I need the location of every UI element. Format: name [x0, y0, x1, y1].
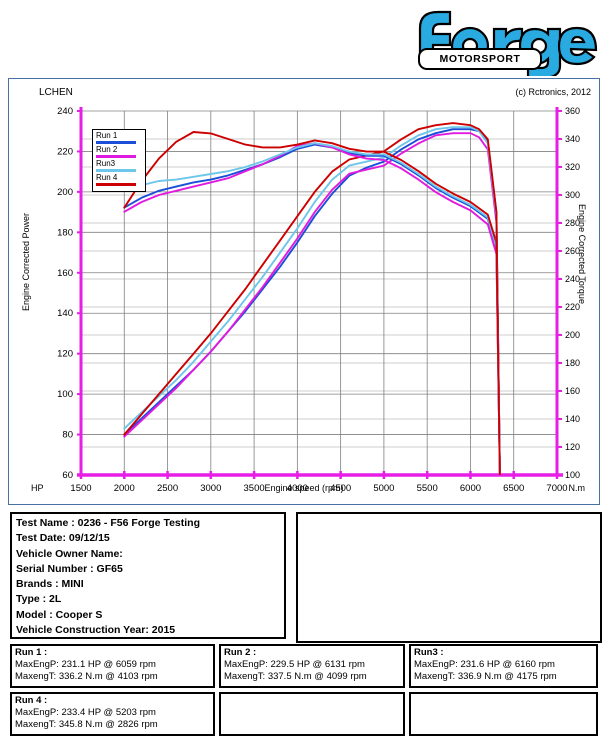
y-tick-label-left: 120 — [57, 349, 73, 360]
run-title: Run 2 : — [224, 647, 257, 658]
test-info-box: Test Name : 0236 - F56 Forge Testing Test… — [10, 512, 286, 639]
y-tick-label-right: 260 — [565, 246, 580, 256]
run-max-torque: MaxengT: 336.9 N.m @ 4175 rpm — [414, 671, 557, 682]
x-tick-label: 2500 — [157, 483, 178, 494]
legend-color-swatch — [96, 183, 136, 186]
plot-canvas: 60 80 100 120 140 160 180 200 220 240 100 120 140 160… — [57, 106, 580, 494]
x-tick-label: 6500 — [503, 483, 524, 494]
notes-box-empty — [296, 512, 602, 643]
run-title: Run 1 : — [15, 647, 48, 658]
y-tick-label-right: 240 — [565, 274, 580, 284]
test-info-line-6: Type : 2L — [16, 593, 62, 606]
y-axis-right-title: Engine Corrected Torque — [577, 204, 587, 304]
forge-motorsport-logo: MOTORSPORT — [400, 2, 600, 76]
x-tick-label: 4000 — [287, 483, 308, 494]
y-tick-label-left: 200 — [57, 187, 73, 198]
y-tick-label-right: 280 — [565, 218, 580, 228]
run-title: Run3 : — [414, 647, 444, 658]
test-info-line-3: Vehicle Owner Name: — [16, 547, 123, 560]
y-tick-label-left: 60 — [62, 470, 73, 481]
series-torque-cutoff-4 — [495, 242, 501, 476]
legend-item-2[interactable]: Run 2 — [96, 146, 142, 158]
test-info-line-2: Test Date: 09/12/15 — [16, 532, 110, 545]
y-tick-label-right: 340 — [565, 134, 580, 144]
y-tick-label-right: 140 — [565, 414, 580, 424]
run-max-torque: MaxengT: 336.2 N.m @ 4103 rpm — [15, 671, 158, 682]
x-tick-label: 7000 — [546, 483, 567, 494]
legend-label: Run 1 — [96, 131, 118, 140]
legend-label: Run 2 — [96, 145, 118, 154]
page-header: MOTORSPORT — [0, 0, 606, 78]
hp-unit-label: HP — [31, 483, 44, 493]
y-tick-label-left: 220 — [57, 146, 73, 157]
x-tick-label: 1500 — [70, 483, 91, 494]
series-torque-4 — [123, 131, 498, 244]
dyno-chart: LCHEN (c) Rctronics, 2012 60 80 100 120 140 1… — [8, 78, 600, 505]
legend-label: Run3 — [96, 159, 116, 168]
run-2-result-box: Run 2 : MaxEngP: 229.5 HP @ 6131 rpm Max… — [219, 644, 405, 688]
motorsport-text: MOTORSPORT — [439, 53, 521, 65]
y-tick-label-right: 360 — [565, 106, 580, 116]
legend-color-swatch — [96, 141, 136, 144]
x-tick-label: 2000 — [114, 483, 135, 494]
x-tick-label: 3000 — [200, 483, 221, 494]
y-tick-label-left: 180 — [57, 227, 73, 238]
legend-label: Run 4 — [96, 173, 118, 182]
series-power-1 — [123, 128, 498, 436]
x-tick-label: 4500 — [330, 483, 351, 494]
run-3-result-box: Run3 : MaxEngP: 231.6 HP @ 6160 rpm Maxe… — [409, 644, 598, 688]
y-tick-label-right: 300 — [565, 190, 580, 200]
x-tick-label: 3500 — [244, 483, 265, 494]
empty-result-box-b — [409, 692, 598, 736]
motorsport-badge: MOTORSPORT — [418, 48, 542, 70]
run-max-torque: MaxengT: 337.5 N.m @ 4099 rpm — [224, 671, 367, 682]
y-tick-label-right: 200 — [565, 330, 580, 340]
legend-color-swatch — [96, 155, 136, 158]
y-axis-left-title: Engine Corrected Power — [21, 212, 31, 312]
run-1-result-box: Run 1 : MaxEngP: 231.1 HP @ 6059 rpm Max… — [10, 644, 215, 688]
y-tick-label-left: 140 — [57, 308, 73, 319]
series-torque-1 — [123, 143, 498, 250]
run-max-power: MaxEngP: 229.5 HP @ 6131 rpm — [224, 659, 365, 670]
copyright-label: (c) Rctronics, 2012 — [515, 87, 591, 97]
test-info-line-7: Model : Cooper S — [16, 608, 103, 621]
legend-item-4[interactable]: Run 4 — [96, 174, 142, 186]
chart-legend: Run 1 Run 2 Run3 Run 4 — [92, 129, 146, 192]
x-tick-label: 6000 — [460, 483, 481, 494]
y-tick-label-left: 160 — [57, 268, 73, 279]
run-4-result-box: Run 4 : MaxEngP: 233.4 HP @ 5203 rpm Max… — [10, 692, 215, 736]
series-power-2 — [123, 132, 498, 438]
legend-color-swatch — [96, 169, 136, 172]
empty-result-box-a — [219, 692, 405, 736]
run-max-power: MaxEngP: 231.1 HP @ 6059 rpm — [15, 659, 156, 670]
nm-unit-label: N.m — [568, 483, 586, 493]
run-max-power: MaxEngP: 231.6 HP @ 6160 rpm — [414, 659, 555, 670]
y-tick-label-left: 80 — [62, 430, 73, 441]
series-power-3 — [123, 126, 498, 430]
y-tick-label-left: 240 — [57, 106, 73, 117]
x-axis-title: Engine speed (rpm) — [264, 483, 344, 493]
operator-label: LCHEN — [39, 87, 73, 98]
y-tick-label-right: 100 — [565, 470, 580, 480]
y-tick-label-left: 100 — [57, 389, 73, 400]
run-title: Run 4 : — [15, 695, 48, 706]
x-tick-label: 5000 — [373, 483, 394, 494]
test-info-line-4: Serial Number : GF65 — [16, 562, 123, 575]
y-tick-label-right: 120 — [565, 442, 580, 452]
legend-item-3[interactable]: Run3 — [96, 160, 142, 172]
series-power-4 — [123, 122, 498, 436]
y-tick-label-right: 220 — [565, 302, 580, 312]
legend-item-1[interactable]: Run 1 — [96, 132, 142, 144]
run-max-torque: MaxengT: 345.8 N.m @ 2826 rpm — [15, 719, 158, 730]
y-tick-label-right: 320 — [565, 162, 580, 172]
test-info-line-5: Brands : MINI — [16, 578, 84, 591]
series-torque-3 — [123, 142, 498, 248]
test-info-line-8: Vehicle Construction Year: 2015 — [16, 624, 176, 637]
run-max-power: MaxEngP: 233.4 HP @ 5203 rpm — [15, 707, 156, 718]
y-tick-label-right: 180 — [565, 358, 580, 368]
y-tick-label-right: 160 — [565, 386, 580, 396]
x-tick-label: 5500 — [417, 483, 438, 494]
test-info-line-1: Test Name : 0236 - F56 Forge Testing — [16, 517, 200, 529]
